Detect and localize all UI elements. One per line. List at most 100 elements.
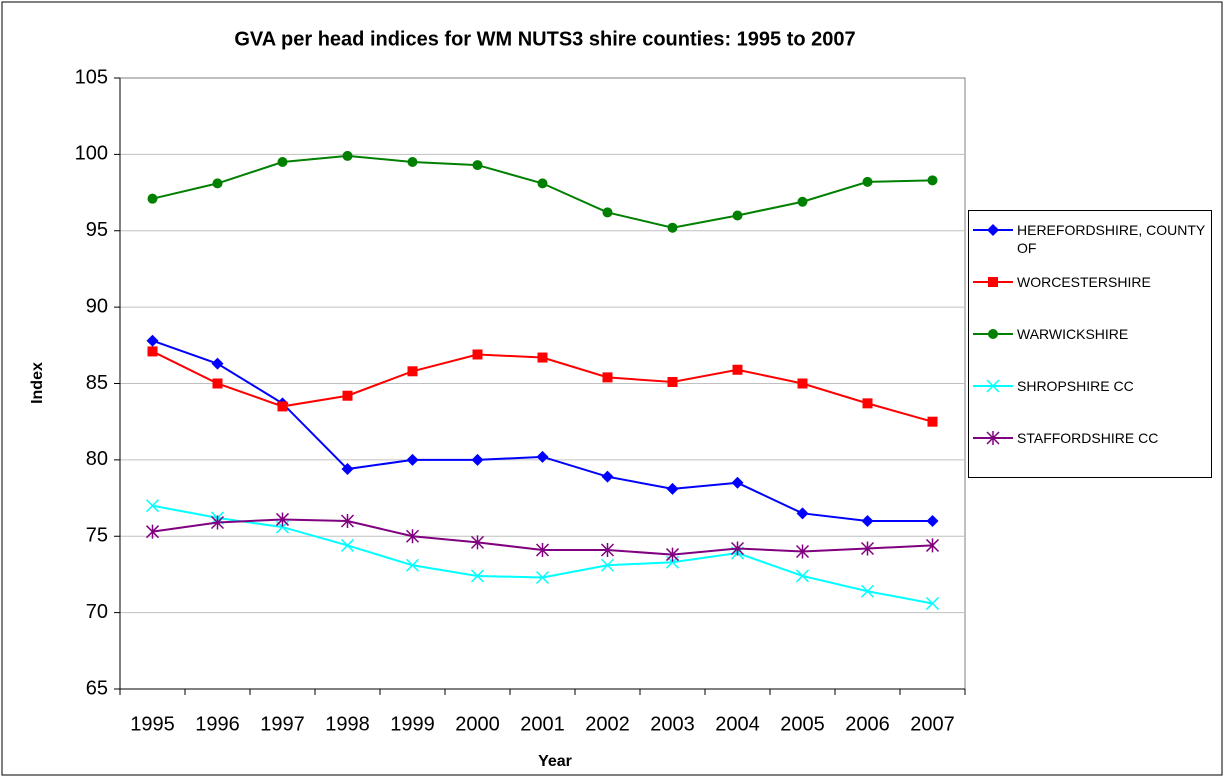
marker <box>860 584 875 598</box>
marker <box>537 178 548 189</box>
marker <box>861 514 874 527</box>
marker <box>537 352 548 363</box>
x-tick-label: 1998 <box>325 713 370 735</box>
marker <box>666 482 679 495</box>
marker <box>406 453 419 466</box>
marker <box>986 431 1000 445</box>
marker <box>732 210 743 221</box>
marker <box>860 541 875 556</box>
y-tick-label: 75 <box>86 525 108 547</box>
marker <box>797 378 808 389</box>
marker <box>341 463 354 476</box>
marker <box>407 157 418 168</box>
marker <box>145 499 160 513</box>
legend-swatch <box>973 379 1013 393</box>
marker <box>147 193 158 204</box>
x-tick-label: 1995 <box>130 713 175 735</box>
legend-item: WARWICKSHIRE <box>969 325 1211 377</box>
marker <box>925 596 940 610</box>
y-tick-label: 65 <box>86 677 108 699</box>
y-tick-label: 90 <box>86 295 108 317</box>
chart-title: GVA per head indices for WM NUTS3 shire … <box>234 28 855 50</box>
marker <box>470 569 485 583</box>
marker <box>600 542 615 557</box>
x-axis-label: Year <box>538 753 572 770</box>
marker <box>340 513 355 528</box>
marker <box>602 207 613 218</box>
marker <box>405 529 420 544</box>
legend-label: SHROPSHIRE CC <box>1017 378 1134 394</box>
marker <box>536 450 549 463</box>
marker <box>146 334 159 347</box>
x-tick-label: 2004 <box>715 713 760 735</box>
marker <box>927 175 938 186</box>
y-tick-label: 85 <box>86 372 108 394</box>
marker <box>210 515 225 530</box>
marker <box>471 453 484 466</box>
marker <box>667 376 678 387</box>
marker <box>795 544 810 559</box>
x-tick-label: 1999 <box>390 713 435 735</box>
x-tick-label: 2007 <box>910 713 955 735</box>
marker <box>602 372 613 383</box>
marker <box>275 512 290 527</box>
legend-label: STAFFORDSHIRE CC <box>1017 430 1159 446</box>
x-tick-label: 1997 <box>260 713 305 735</box>
marker <box>988 277 998 287</box>
marker <box>731 476 744 489</box>
marker <box>147 346 158 357</box>
marker <box>986 379 1000 393</box>
x-tick-label: 2006 <box>845 713 890 735</box>
marker <box>667 222 678 233</box>
marker <box>925 538 940 553</box>
marker <box>405 558 420 572</box>
marker <box>601 470 614 483</box>
x-tick-label: 2002 <box>585 713 630 735</box>
marker <box>277 157 288 168</box>
marker <box>145 524 160 539</box>
legend-swatch <box>973 277 1013 287</box>
marker <box>796 507 809 520</box>
marker <box>340 538 355 552</box>
legend-label: WARWICKSHIRE <box>1017 326 1129 342</box>
marker <box>535 542 550 557</box>
y-axis-label: Index <box>29 362 46 404</box>
x-tick-label: 2001 <box>520 713 565 735</box>
marker <box>342 390 353 401</box>
y-tick-label: 100 <box>75 143 108 165</box>
marker <box>277 401 288 412</box>
marker <box>472 160 483 171</box>
marker <box>212 378 223 389</box>
x-tick-label: 2000 <box>455 713 500 735</box>
marker <box>926 514 939 527</box>
legend-label: WORCESTERSHIRE <box>1017 274 1151 290</box>
marker <box>472 349 483 360</box>
marker <box>212 178 223 189</box>
y-tick-label: 105 <box>75 66 108 88</box>
marker <box>211 357 224 370</box>
legend-label: HEREFORDSHIRE, COUNTY OF <box>1017 222 1205 256</box>
y-tick-label: 95 <box>86 219 108 241</box>
x-tick-label: 2005 <box>780 713 825 735</box>
marker <box>600 558 615 572</box>
marker <box>407 366 418 377</box>
marker <box>797 196 808 207</box>
marker <box>342 150 353 161</box>
legend-swatch <box>973 329 1013 339</box>
marker <box>470 535 485 550</box>
y-tick-label: 80 <box>86 448 108 470</box>
marker <box>988 329 998 339</box>
legend-item: SHROPSHIRE CC <box>969 377 1211 429</box>
marker <box>927 416 938 427</box>
legend-item: STAFFORDSHIRE CC <box>969 429 1211 481</box>
marker <box>730 541 745 556</box>
x-tick-label: 1996 <box>195 713 240 735</box>
marker <box>665 547 680 562</box>
marker <box>862 398 873 409</box>
y-tick-label: 70 <box>86 601 108 623</box>
marker <box>862 176 873 187</box>
legend: HEREFORDSHIRE, COUNTY OF WORCESTERSHIRE WA… <box>968 210 1212 478</box>
legend-swatch <box>973 431 1013 445</box>
legend-item: HEREFORDSHIRE, COUNTY OF <box>969 221 1211 273</box>
